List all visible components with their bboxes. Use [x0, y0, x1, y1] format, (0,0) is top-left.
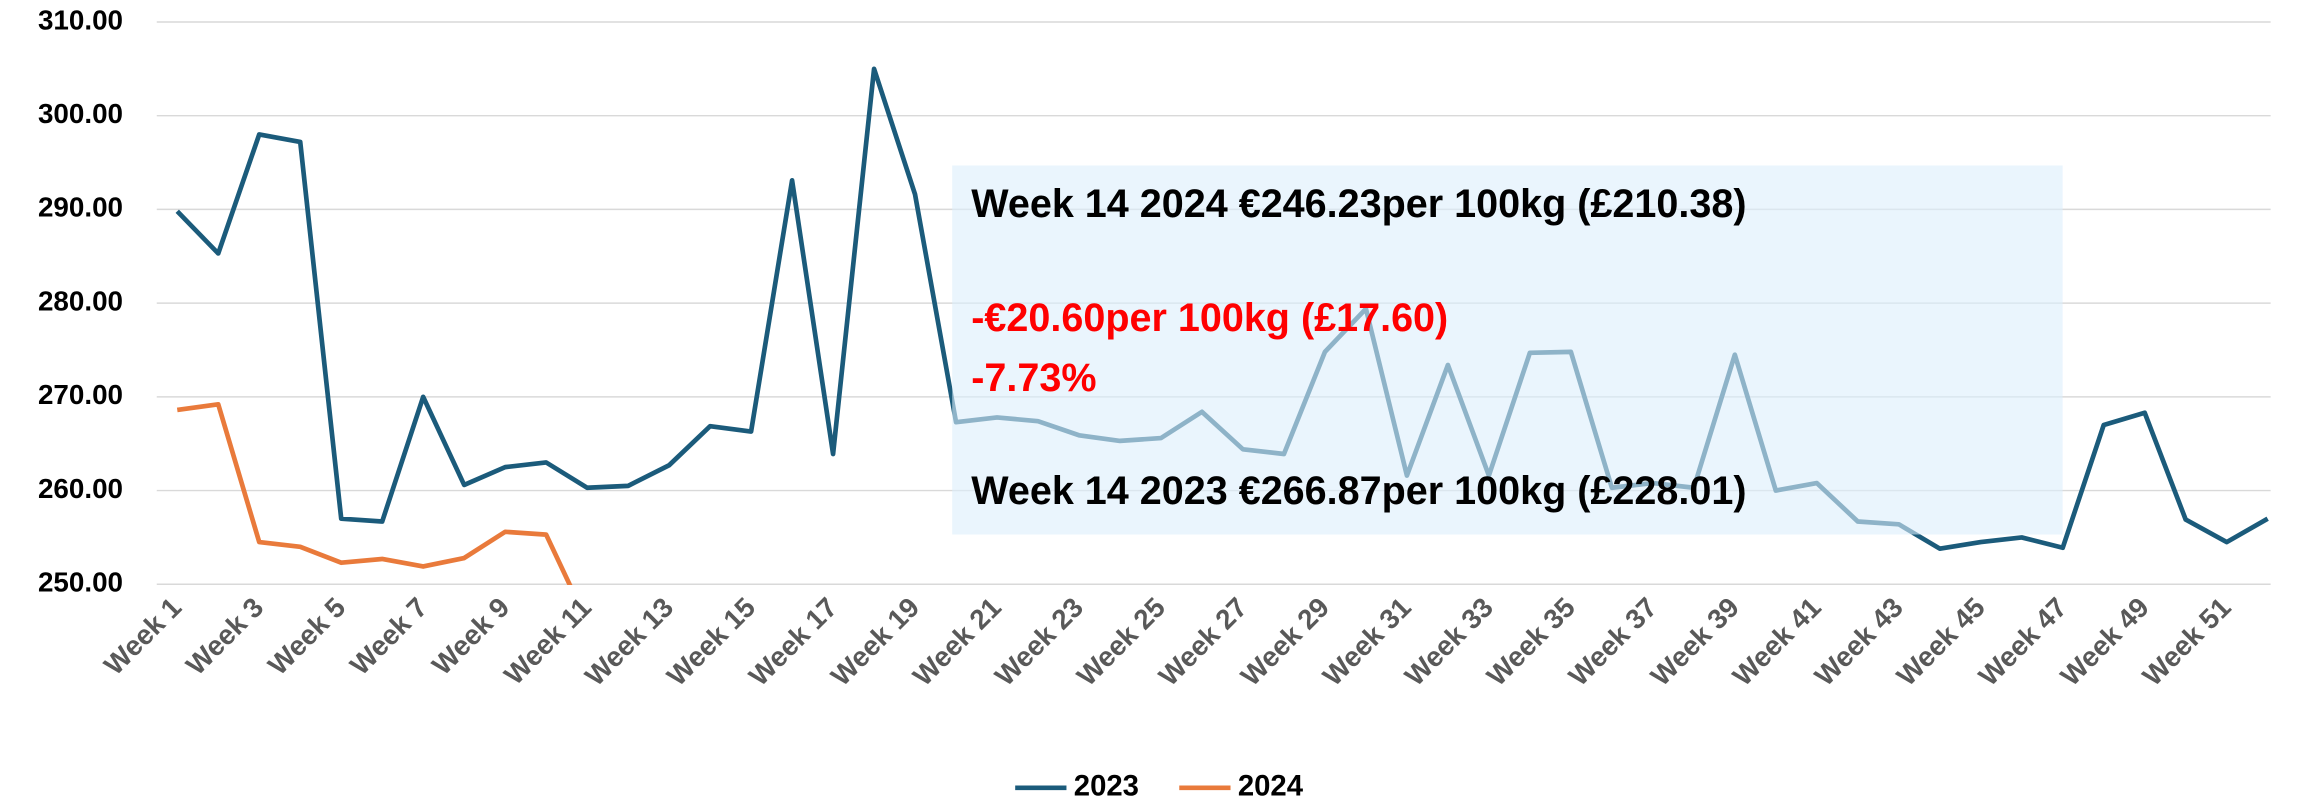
x-tick-label: Week 21	[907, 591, 1007, 691]
x-tick-label: Week 41	[1727, 591, 1827, 691]
y-tick-label: 270.00	[38, 379, 123, 410]
x-tick-label: Week 45	[1891, 591, 1991, 691]
annotations: Week 14 2024 €246.23per 100kg (£210.38) -…	[952, 165, 2063, 535]
y-tick-label: 250.00	[38, 567, 123, 598]
x-tick-label: Week 15	[661, 591, 761, 691]
x-tick-label: Week 33	[1399, 591, 1499, 691]
legend-label: 2024	[1238, 770, 1304, 801]
x-tick-label: Week 19	[825, 591, 925, 691]
x-tick-label: Week 43	[1809, 591, 1909, 691]
x-tick-label: Week 51	[2136, 591, 2236, 691]
x-tick-label: Week 11	[498, 591, 597, 690]
legend-label: 2023	[1074, 770, 1139, 801]
legend: 2023 2024	[1015, 770, 1304, 801]
x-tick-label: Week 31	[1317, 591, 1417, 691]
x-tick-label: Week 23	[989, 591, 1089, 691]
y-tick-label: 300.00	[38, 98, 123, 129]
x-tick-label: Week 27	[1153, 591, 1253, 691]
x-tick-label: Week 39	[1645, 591, 1745, 691]
x-tick-label: Week 13	[579, 591, 679, 691]
y-tick-label: 260.00	[38, 473, 123, 504]
x-tick-label: Week 25	[1071, 591, 1171, 691]
x-tick-label: Week 47	[1973, 591, 2073, 691]
annotation: -€20.60per 100kg (£17.60)	[971, 296, 1448, 340]
x-tick-label: Week 37	[1563, 591, 1663, 691]
x-tick-label: Week 3	[180, 591, 269, 680]
annotation: Week 14 2023 €266.87per 100kg (£228.01)	[971, 469, 1746, 513]
y-tick-label: 290.00	[38, 192, 123, 223]
y-tick-label: 280.00	[38, 285, 123, 316]
y-tick-label: 310.00	[38, 4, 123, 35]
x-tick-label: Week 1	[98, 591, 187, 680]
x-tick-label: Week 7	[344, 591, 433, 680]
x-tick-label: Week 35	[1481, 591, 1581, 691]
series-line	[176, 401, 573, 586]
x-tick-label: Week 5	[262, 591, 351, 680]
annotation-box	[952, 165, 2063, 535]
annotation: Week 14 2024 €246.23per 100kg (£210.38)	[971, 182, 1746, 226]
x-tick-label: Week 29	[1235, 591, 1335, 691]
x-tick-label: Week 49	[2055, 591, 2155, 691]
x-tick-label: Week 17	[743, 591, 843, 691]
annotation: -7.73%	[971, 356, 1096, 400]
